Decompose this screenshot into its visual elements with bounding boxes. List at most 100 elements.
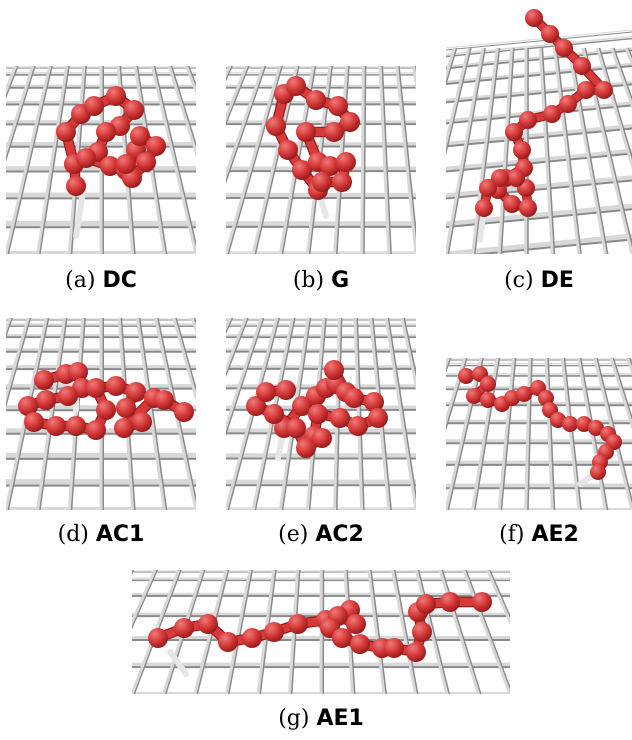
monomer-bead bbox=[34, 370, 54, 390]
monomer-bead bbox=[278, 140, 298, 160]
panel-g-image bbox=[132, 570, 510, 694]
monomer-bead bbox=[76, 148, 96, 168]
monomer-bead bbox=[406, 642, 426, 662]
panel-d-image bbox=[6, 318, 196, 510]
monomer-bead bbox=[555, 39, 573, 57]
monomer-bead bbox=[86, 378, 106, 398]
panel-b-image bbox=[226, 66, 416, 254]
monomer-bead bbox=[332, 628, 352, 648]
polymer-chain bbox=[475, 9, 613, 243]
monomer-bead bbox=[68, 362, 88, 382]
monomer-bead bbox=[562, 416, 578, 432]
monomer-bead bbox=[106, 376, 126, 396]
caption-a-letter: (a) bbox=[65, 268, 96, 293]
monomer-bead bbox=[519, 111, 537, 129]
monomer-bead bbox=[324, 122, 344, 142]
monomer-bead bbox=[106, 86, 126, 106]
panel-a-image bbox=[6, 66, 196, 254]
monomer-bead bbox=[132, 412, 152, 432]
monomer-bead bbox=[348, 416, 368, 436]
monomer-bead bbox=[458, 368, 474, 384]
monomer-bead bbox=[543, 105, 561, 123]
monomer-bead bbox=[124, 100, 144, 120]
monomer-bead bbox=[440, 592, 460, 612]
lattice-grid bbox=[6, 318, 196, 510]
monomer-bead bbox=[595, 81, 613, 99]
monomer-bead bbox=[336, 152, 356, 172]
monomer-bead bbox=[505, 123, 523, 141]
caption-b-label: G bbox=[331, 268, 350, 293]
monomer-bead bbox=[96, 122, 116, 142]
monomer-bead bbox=[320, 156, 340, 176]
monomer-bead bbox=[130, 126, 150, 146]
monomer-bead bbox=[480, 392, 496, 408]
monomer-bead bbox=[588, 420, 604, 436]
monomer-bead bbox=[36, 390, 56, 410]
monomer-bead bbox=[577, 81, 595, 99]
panel-c-image bbox=[446, 8, 632, 254]
caption-c: (c) DE bbox=[446, 268, 632, 293]
monomer-bead bbox=[116, 154, 136, 174]
monomer-bead bbox=[475, 199, 493, 217]
panel-f-image bbox=[446, 358, 632, 510]
monomer-bead bbox=[519, 199, 537, 217]
caption-f-letter: (f) bbox=[499, 522, 525, 547]
caption-d-label: AC1 bbox=[95, 522, 145, 547]
monomer-bead bbox=[114, 418, 134, 438]
monomer-bead bbox=[312, 172, 332, 192]
monomer-bead bbox=[148, 628, 168, 648]
monomer-bead bbox=[573, 57, 591, 75]
monomer-bead bbox=[346, 614, 366, 634]
caption-d-letter: (d) bbox=[57, 522, 89, 547]
monomer-bead bbox=[472, 592, 492, 612]
caption-d: (d) AC1 bbox=[6, 522, 196, 547]
monomer-bead bbox=[559, 95, 577, 113]
polymer-chain bbox=[458, 366, 622, 487]
monomer-bead bbox=[507, 169, 525, 187]
monomer-bead bbox=[324, 360, 344, 380]
monomer-bead bbox=[154, 390, 174, 410]
monomer-bead bbox=[350, 634, 370, 654]
monomer-bead bbox=[503, 195, 521, 213]
caption-c-letter: (c) bbox=[504, 268, 534, 293]
monomer-bead bbox=[116, 398, 136, 418]
monomer-bead bbox=[18, 396, 38, 416]
caption-e-label: AC2 bbox=[315, 522, 364, 547]
caption-b: (b) G bbox=[226, 268, 416, 293]
monomer-bead bbox=[344, 388, 364, 408]
monomer-bead bbox=[525, 9, 543, 27]
monomer-bead bbox=[246, 396, 266, 416]
monomer-bead bbox=[66, 176, 86, 196]
monomer-bead bbox=[56, 122, 76, 142]
monomer-bead bbox=[306, 90, 326, 110]
monomer-bead bbox=[416, 594, 436, 614]
monomer-bead bbox=[312, 428, 332, 448]
monomer-bead bbox=[328, 96, 348, 116]
monomer-bead bbox=[174, 402, 194, 422]
monomer-bead bbox=[96, 400, 116, 420]
monomer-bead bbox=[590, 464, 606, 480]
monomer-bead bbox=[491, 169, 509, 187]
monomer-bead bbox=[296, 122, 316, 142]
polymer-chain bbox=[18, 362, 194, 440]
caption-b-letter: (b) bbox=[292, 268, 325, 293]
monomer-bead bbox=[86, 420, 106, 440]
monomer-bead bbox=[84, 96, 104, 116]
monomer-bead bbox=[286, 418, 306, 438]
monomer-bead bbox=[412, 622, 432, 642]
monomer-bead bbox=[516, 386, 532, 402]
caption-a: (a) DC bbox=[6, 268, 196, 293]
monomer-bead bbox=[136, 152, 156, 172]
monomer-bead bbox=[66, 416, 86, 436]
monomer-bead bbox=[276, 380, 296, 400]
monomer-bead bbox=[384, 638, 404, 658]
polymer-chain bbox=[56, 86, 166, 239]
monomer-bead bbox=[58, 386, 78, 406]
monomer-bead bbox=[340, 112, 360, 132]
caption-c-label: DE bbox=[540, 268, 574, 293]
monomer-bead bbox=[480, 376, 496, 392]
caption-f: (f) AE2 bbox=[446, 522, 632, 547]
monomer-bead bbox=[466, 388, 482, 404]
monomer-bead bbox=[218, 632, 238, 652]
monomer-bead bbox=[174, 618, 194, 638]
